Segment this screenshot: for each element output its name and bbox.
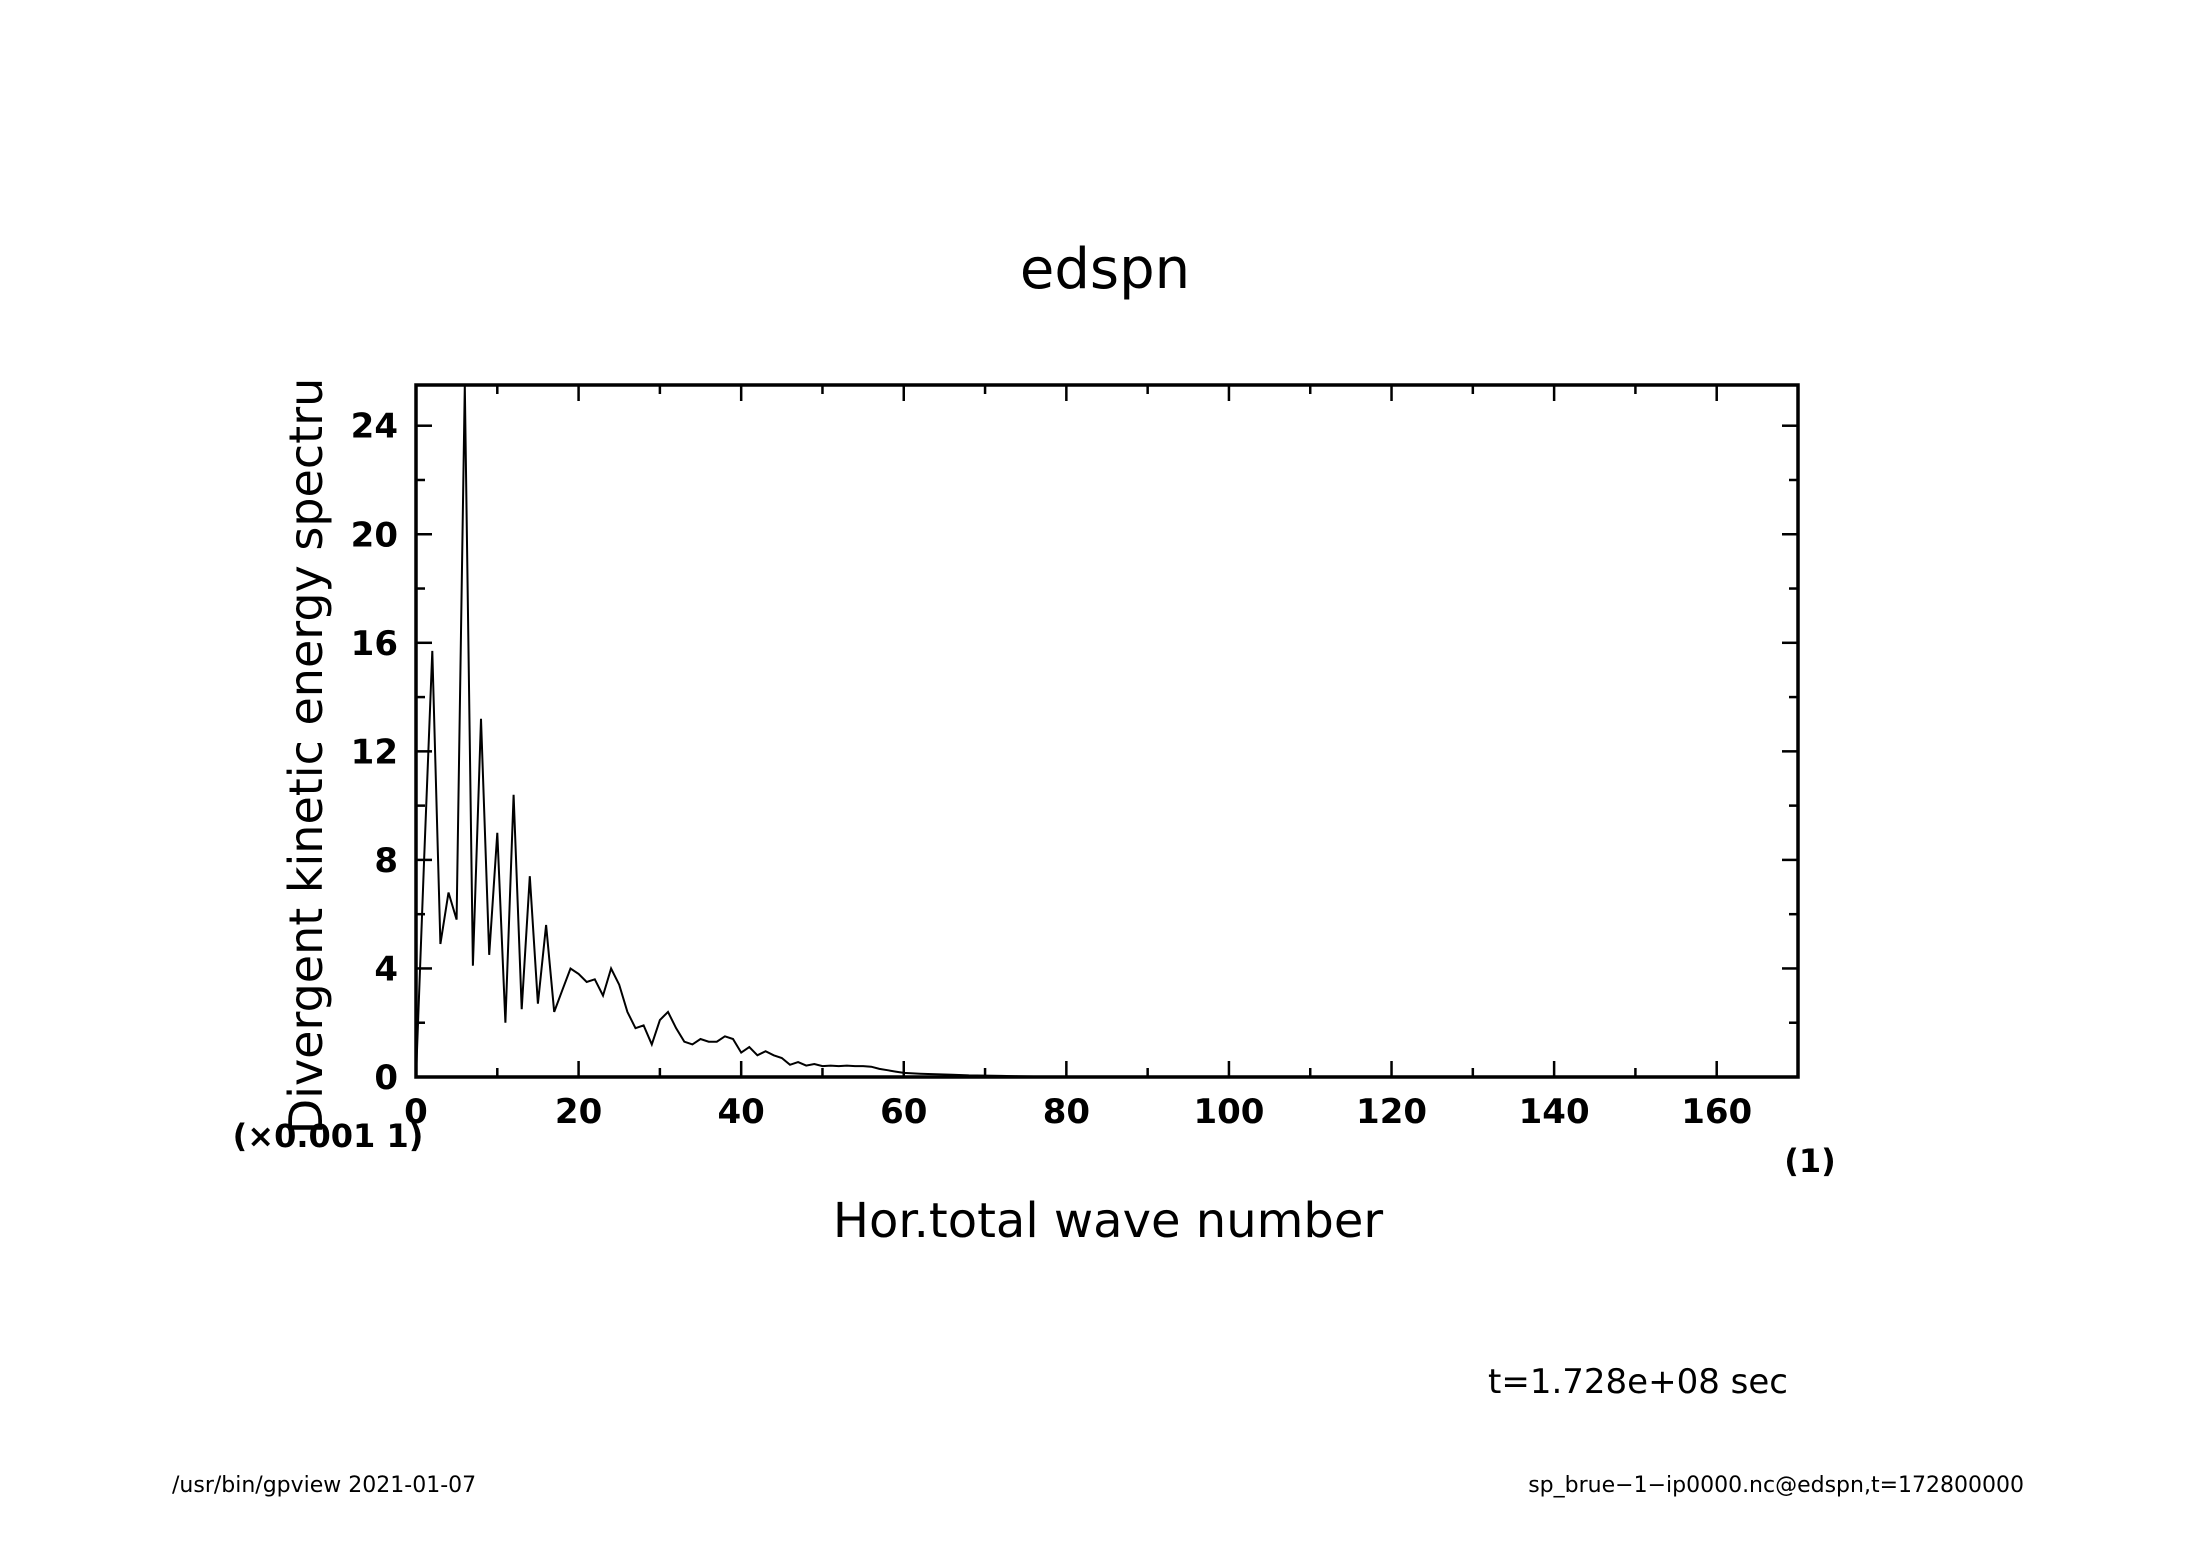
y-tick-label: 0 [374, 1058, 398, 1098]
time-annotation: t=1.728e+08 sec [1488, 1362, 1788, 1402]
x-tick-label: 20 [555, 1092, 602, 1132]
x-tick-label: 100 [1193, 1092, 1264, 1132]
x-axis: 0 20 40 60 80 100 120 140 160 [404, 385, 1800, 1132]
y-tick-label: 16 [351, 624, 398, 664]
y-axis: 0 4 8 12 16 20 24 [351, 407, 1798, 1098]
footer-left-text: /usr/bin/gpview 2021-01-07 [172, 1473, 476, 1498]
y-tick-label: 4 [374, 949, 398, 989]
y-tick-label: 20 [351, 515, 398, 555]
y-tick-label: 24 [351, 407, 398, 447]
plot-frame [414, 383, 1800, 1079]
x-tick-label: 60 [880, 1092, 927, 1132]
x-axis-label: Hor.total wave number [833, 1193, 1384, 1249]
y-tick-label: 12 [351, 732, 398, 772]
series-line [415, 384, 1798, 1078]
x-tick-label: 120 [1356, 1092, 1427, 1132]
x-tick-label: 40 [718, 1092, 765, 1132]
x-tick-label: 0 [404, 1092, 428, 1132]
x-unit-label: (1) [1784, 1142, 1836, 1180]
plot-area [414, 383, 1800, 1079]
y-axis-label: Divergent kinetic energy spectru [279, 378, 333, 1135]
x-tick-label: 160 [1681, 1092, 1752, 1132]
y-tick-label: 8 [374, 841, 398, 881]
chart-title: edspn [1020, 237, 1190, 302]
series-group [415, 384, 1798, 1078]
y-unit-label: (×0.001 1) [233, 1117, 424, 1155]
x-tick-label: 140 [1519, 1092, 1590, 1132]
x-tick-label: 80 [1043, 1092, 1090, 1132]
footer-right-text: sp_brue−1−ip0000.nc@edspn,t=172800000 [1528, 1473, 2024, 1498]
